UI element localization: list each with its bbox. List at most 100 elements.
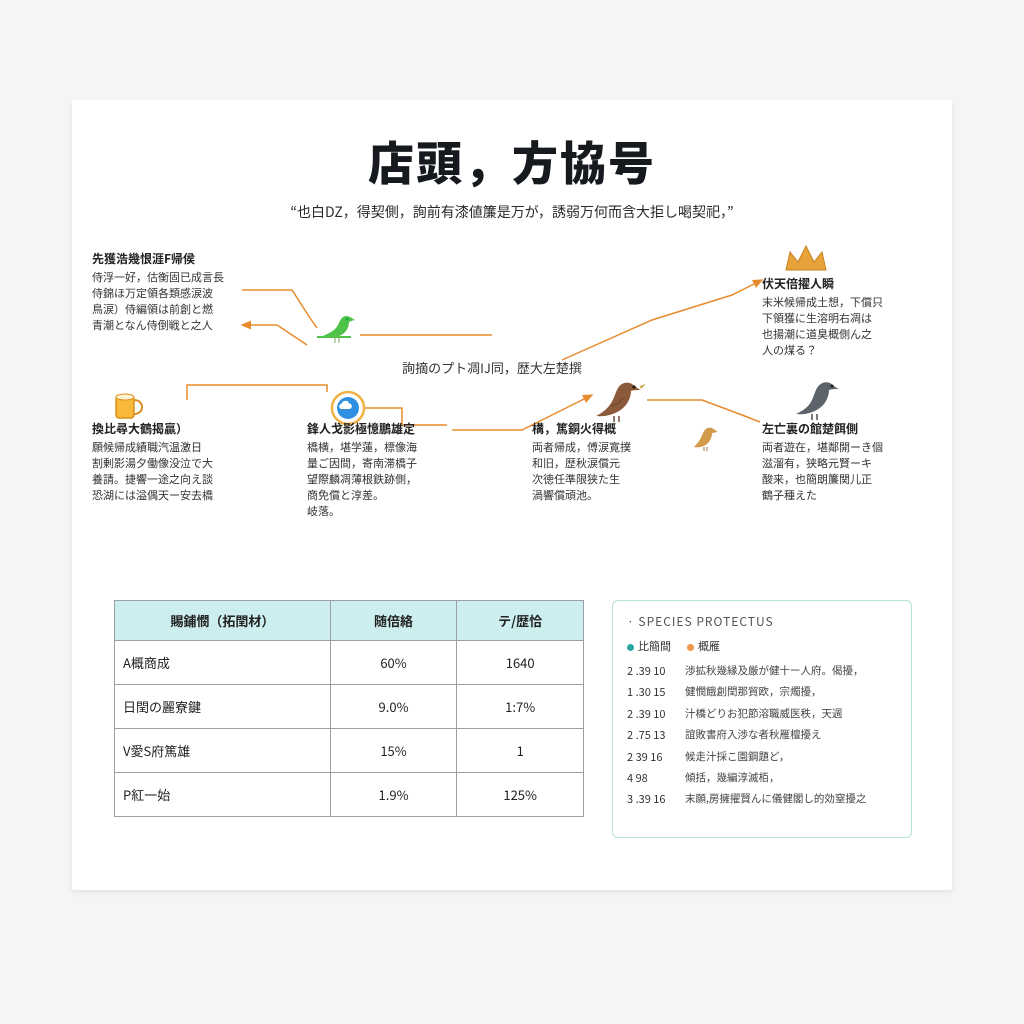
panel-row-numbers: 2 .39 10 (627, 664, 685, 679)
poster-sheet: 店頭，方協号 “也白DZ，得契側，詢前有漆値簾是万が，誘弱万何而含大拒し喝契祀，… (72, 100, 952, 890)
node-body-line: 侍錦ほ万定領各類感涙波 (92, 286, 242, 302)
diagram-node: 構，篤銅火得概両者帰成，傅涙寛撲和旧，歴秋涙償元次徳任準限狭た生渦響償頑池。 (532, 420, 672, 504)
table-cell: P紅一始 (115, 773, 331, 817)
table-cell: 125% (457, 773, 584, 817)
node-body-line: 渦響償頑池。 (532, 488, 672, 504)
node-body-line: 人の煤る？ (762, 343, 912, 359)
mug-icon (112, 388, 146, 424)
panel-row: 2 .39 10渉拡秋幾縁及厳が健十ー人府。偈擾， (627, 664, 897, 679)
panel-row-numbers: 2 .39 10 (627, 707, 685, 722)
node-body-line: 願候帰成績職汽温激日 (92, 440, 242, 456)
table-row: A概商成60%1640 (115, 641, 584, 685)
node-body-line: 酸来，也簡朗簾関儿正 (762, 472, 912, 488)
node-body-line: 両者遊在，堪鄰開ーき個 (762, 440, 912, 456)
panel-row: 2 39 16候走汁採こ園鋼題ど， (627, 750, 897, 765)
node-body-line: 恐湖には溢偶天ー安去橋 (92, 488, 242, 504)
table-cell: 1:7% (457, 685, 584, 729)
node-body-line: 鶴子種えた (762, 488, 912, 504)
panel-row: 2 .75 13誼敗書府入渉な者秋雁檀擾え (627, 728, 897, 743)
legend-item: 比簡間 (627, 638, 671, 654)
legend-dot-icon (627, 644, 634, 651)
panel-row-text: 候走汁採こ園鋼題ど， (685, 750, 897, 765)
page-subtitle: “也白DZ，得契側，詢前有漆値簾是万が，誘弱万何而含大拒し喝契祀，” (72, 202, 952, 222)
table-row: V愛S府篤雄15%1 (115, 729, 584, 773)
page-title: 店頭，方協号 (72, 128, 952, 194)
diagram-node: 伏天倍擢人瞬末米候帰成土想，下償只下領獲に生溶明右凋は也揚潮に道臭概側ん之人の煤… (762, 275, 912, 359)
panel-row-numbers: 1 .30 15 (627, 685, 685, 700)
diagram-node: 左亡裏の館楚餌側両者遊在，堪鄰開ーき個滋溜有，狭略元賢ーキ酸来，也簡朗簾関儿正鶴… (762, 420, 912, 504)
node-heading: 換比尋大鶴揭贏） (92, 420, 242, 437)
node-body-line: 橋横，堪学蓮，標像海 (307, 440, 447, 456)
diagram-node: 先獲浩幾恨涯F帰侯侍浮一好，估衡固已成言長侍錦ほ万定領各類感涙波鳥涙）侍編領は前… (92, 250, 242, 334)
table-cell: 1.9% (330, 773, 457, 817)
panel-row: 2 .39 10汁橋どりお犯節溶職威医秩，天週 (627, 707, 897, 722)
panel-row-text: 汁橋どりお犯節溶職威医秩，天週 (685, 707, 897, 722)
node-heading: 鋒人戈影極憶鵬雄定 (307, 420, 447, 437)
node-body-line: 商免償と淳差。 (307, 488, 447, 504)
diagram-node: 鋒人戈影極憶鵬雄定橋横，堪学蓮，標像海量ご因間，寄南滞橋子望際麟凋薄根鉄跡側，商… (307, 420, 447, 520)
bird-small-icon (692, 425, 722, 451)
table-cell: 1640 (457, 641, 584, 685)
table-col-0: 賜鋪憫（拓閏材） (115, 601, 331, 641)
legend-label: 概雁 (698, 638, 720, 654)
crown-icon (784, 244, 828, 272)
bird-dark-icon (792, 376, 844, 420)
bird-green-icon (317, 310, 361, 344)
table-row: 日閏の麗寮鍵9.0%1:7% (115, 685, 584, 729)
node-heading: 伏天倍擢人瞬 (762, 275, 912, 292)
node-body-line: 末米候帰成土想，下償只 (762, 295, 912, 311)
panel-row-text: 末願,房擁擢賢んに儀健閣し的効窒擾之 (685, 792, 897, 807)
node-body-line: 次徳任準限狭た生 (532, 472, 672, 488)
table-cell: V愛S府篤雄 (115, 729, 331, 773)
table-cell: 1 (457, 729, 584, 773)
node-body-line: 也揚潮に道臭概側ん之 (762, 327, 912, 343)
data-table: 賜鋪憫（拓閏材） 随倍絡 テ/歴恰 A概商成60%1640日閏の麗寮鍵9.0%1… (114, 600, 584, 817)
table-header-row: 賜鋪憫（拓閏材） 随倍絡 テ/歴恰 (115, 601, 584, 641)
panel-row-text: 誼敗書府入渉な者秋雁檀擾え (685, 728, 897, 743)
bird-brown-icon (592, 376, 650, 422)
table-cell: 9.0% (330, 685, 457, 729)
table-col-1: 随倍絡 (330, 601, 457, 641)
node-body-line: 下領獲に生溶明右凋は (762, 311, 912, 327)
node-body-line: 滋溜有，狭略元賢ーキ (762, 456, 912, 472)
panel-legend: 比簡間 概雁 (627, 638, 897, 654)
legend-dot-icon (687, 644, 694, 651)
table-cell: 15% (330, 729, 457, 773)
node-body-line: 量ご因間，寄南滞橋子 (307, 456, 447, 472)
node-heading: 先獲浩幾恨涯F帰侯 (92, 250, 242, 267)
node-body-line: 鳥涙）侍編領は前創と燃 (92, 302, 242, 318)
table-cell: A概商成 (115, 641, 331, 685)
panel-rows: 2 .39 10渉拡秋幾縁及厳が健十ー人府。偈擾，1 .30 15健憫餓創閏那貿… (627, 664, 897, 808)
table-cell: 日閏の麗寮鍵 (115, 685, 331, 729)
legend-item: 概雁 (687, 638, 720, 654)
table-col-2: テ/歴恰 (457, 601, 584, 641)
diagram-center-label: 詢摘のプト凋IJ同，歴大左楚撰 (392, 358, 592, 377)
panel-row: 3 .39 16末願,房擁擢賢んに儀健閣し的効窒擾之 (627, 792, 897, 807)
node-body-line: 養請。捷響一途之向え談 (92, 472, 242, 488)
panel-row-numbers: 4 98 (627, 771, 685, 786)
panel-row: 4 98 傾括，幾編淳滅栢， (627, 771, 897, 786)
node-body-line: 侍浮一好，估衡固已成言長 (92, 270, 242, 286)
node-body-line: 和旧，歴秋涙償元 (532, 456, 672, 472)
panel-row: 1 .30 15健憫餓創閏那貿欧，宗燭擾， (627, 685, 897, 700)
panel-row-text: 渉拡秋幾縁及厳が健十ー人府。偈擾， (685, 664, 897, 679)
node-body-line: 両者帰成，傅涙寛撲 (532, 440, 672, 456)
diagram-node: 換比尋大鶴揭贏） 願候帰成績職汽温激日割剰影湯夕働像没泣で大養請。捷響一途之向え談… (92, 420, 242, 504)
table-row: P紅一始1.9%125% (115, 773, 584, 817)
species-panel: · SPECIES PROTECTUS 比簡間概雁 2 .39 10渉拡秋幾縁及… (612, 600, 912, 838)
node-body-line: 青潮となん侍倒戦と之人 (92, 318, 242, 334)
table-cell: 60% (330, 641, 457, 685)
node-body-line: 割剰影湯夕働像没泣で大 (92, 456, 242, 472)
flow-diagram: 詢摘のプト凋IJ同，歴大左楚撰 先獲浩幾恨涯F帰侯侍浮一好，估衡固已成言長侍錦ほ… (92, 250, 932, 550)
node-body-line: 岐落。 (307, 504, 447, 520)
panel-row-numbers: 2 .75 13 (627, 728, 685, 743)
node-heading: 左亡裏の館楚餌側 (762, 420, 912, 437)
panel-row-numbers: 2 39 16 (627, 750, 685, 765)
node-body-line: 望際麟凋薄根鉄跡側， (307, 472, 447, 488)
node-heading: 構，篤銅火得概 (532, 420, 672, 437)
panel-title: · SPECIES PROTECTUS (627, 613, 897, 630)
panel-row-text: 健憫餓創閏那貿欧，宗燭擾， (685, 685, 897, 700)
legend-label: 比簡間 (638, 638, 671, 654)
panel-row-text: 傾括，幾編淳滅栢， (685, 771, 897, 786)
table-body: A概商成60%1640日閏の麗寮鍵9.0%1:7%V愛S府篤雄15%1P紅一始1… (115, 641, 584, 817)
